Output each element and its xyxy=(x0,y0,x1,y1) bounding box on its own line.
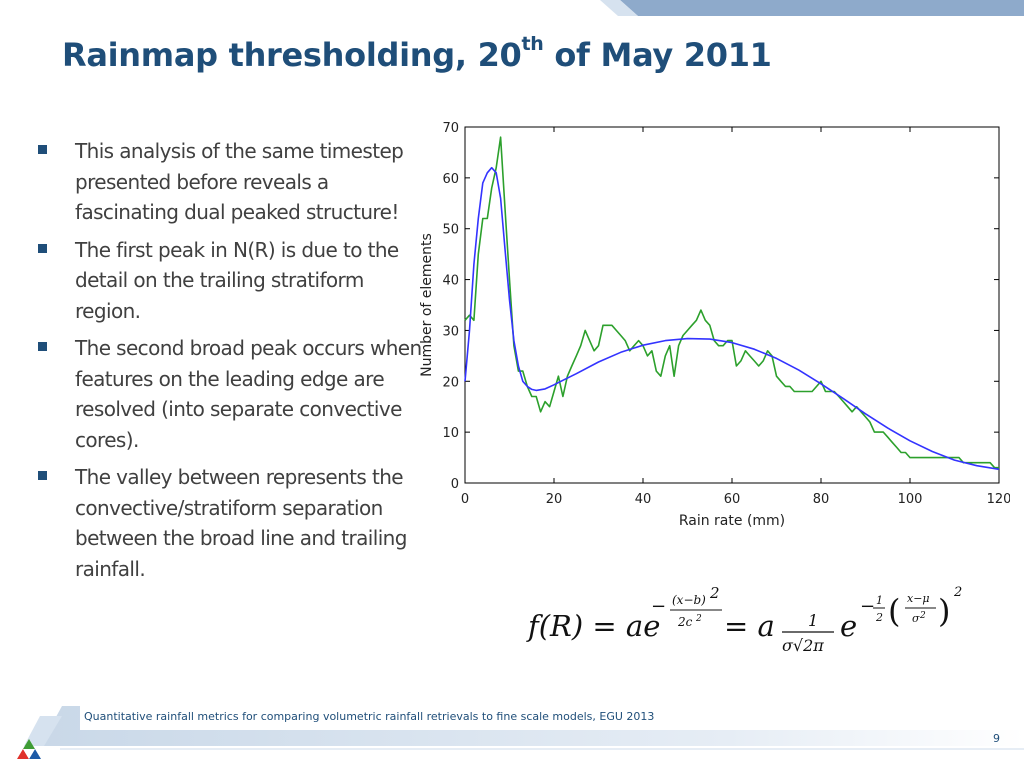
x-axis-label: Rain rate (mm) xyxy=(679,513,785,529)
x-tick-label: 60 xyxy=(724,492,741,507)
formula-z-den-sq: 2 xyxy=(919,611,926,621)
gaussian-formula: f(R) = ae − (x−b) 2 2c 2 = a 1 σ√2π e − … xyxy=(526,584,962,655)
y-tick-label: 20 xyxy=(442,375,459,390)
formula-outer-sq: 2 xyxy=(953,585,962,600)
formula-exp2-minus: − xyxy=(860,596,875,617)
formula-frac-denominator: σ√2π xyxy=(782,636,824,655)
y-tick-label: 0 xyxy=(451,477,459,492)
formula-half-denominator: 2 xyxy=(875,611,883,624)
x-tick-label: 100 xyxy=(898,492,923,507)
series-line-fit xyxy=(464,166,1000,471)
x-tick-label: 20 xyxy=(546,492,563,507)
bullet-item: The valley between represents the convec… xyxy=(36,462,428,584)
top-decorative-band xyxy=(600,0,1024,16)
y-tick-label: 70 xyxy=(442,121,459,136)
x-tick-label: 80 xyxy=(813,492,830,507)
bullet-item: This analysis of the same timestep prese… xyxy=(36,136,428,228)
y-tick-label: 40 xyxy=(442,274,459,289)
formula-open-paren: ( xyxy=(888,592,900,630)
formula-e2: e xyxy=(840,609,857,643)
y-tick-label: 60 xyxy=(442,172,459,187)
slide-title: Rainmap thresholding, 20th of May 2011 xyxy=(62,33,772,74)
title-text: Rainmap thresholding, 20 xyxy=(62,36,522,74)
formula-z-numerator: x−μ xyxy=(907,592,930,605)
formula-exp1-denominator: 2c xyxy=(677,615,693,629)
plot-frame xyxy=(464,126,1000,484)
bullet-item: The second broad peak occurs when featur… xyxy=(36,333,428,455)
y-axis-label: Number of elements xyxy=(419,233,435,377)
bullet-list: This analysis of the same timestep prese… xyxy=(36,136,428,591)
formula-half-numerator: 1 xyxy=(876,594,883,607)
x-tick-label: 0 xyxy=(461,492,469,507)
formula-eq2: = a xyxy=(724,609,775,643)
formula-frac-numerator: 1 xyxy=(808,611,818,630)
formula-exp1-sq: 2 xyxy=(709,584,720,602)
title-text-end: of May 2011 xyxy=(543,36,772,74)
footer-decorative-band xyxy=(24,706,1024,750)
formula-exp1-numerator: (x−b) xyxy=(672,593,706,607)
rain-rate-histogram-chart: 0 20 40 60 80 100 120 0 10 20 30 40 50 60 70 Rain rate… xyxy=(419,121,1010,529)
formula-z-denominator: σ xyxy=(912,612,920,625)
formula-exp1-den-sq: 2 xyxy=(695,614,702,624)
page-number: 9 xyxy=(993,732,1000,745)
y-tick-label: 30 xyxy=(442,324,459,339)
tricolor-triangle-logo-icon xyxy=(17,739,41,759)
footer-citation: Quantitative rainfall metrics for compar… xyxy=(84,710,655,723)
x-tick-label: 120 xyxy=(987,492,1010,507)
x-tick-label: 40 xyxy=(635,492,652,507)
formula-close-paren: ) xyxy=(938,592,950,630)
title-superscript: th xyxy=(521,33,544,56)
y-tick-label: 50 xyxy=(442,223,459,238)
formula-exp-minus: − xyxy=(651,596,666,617)
y-tick-label: 10 xyxy=(442,426,459,441)
formula-lhs: f(R) = ae xyxy=(526,609,660,643)
bullet-item: The first peak in N(R) is due to the det… xyxy=(36,235,428,327)
series-line-observed xyxy=(464,136,999,469)
